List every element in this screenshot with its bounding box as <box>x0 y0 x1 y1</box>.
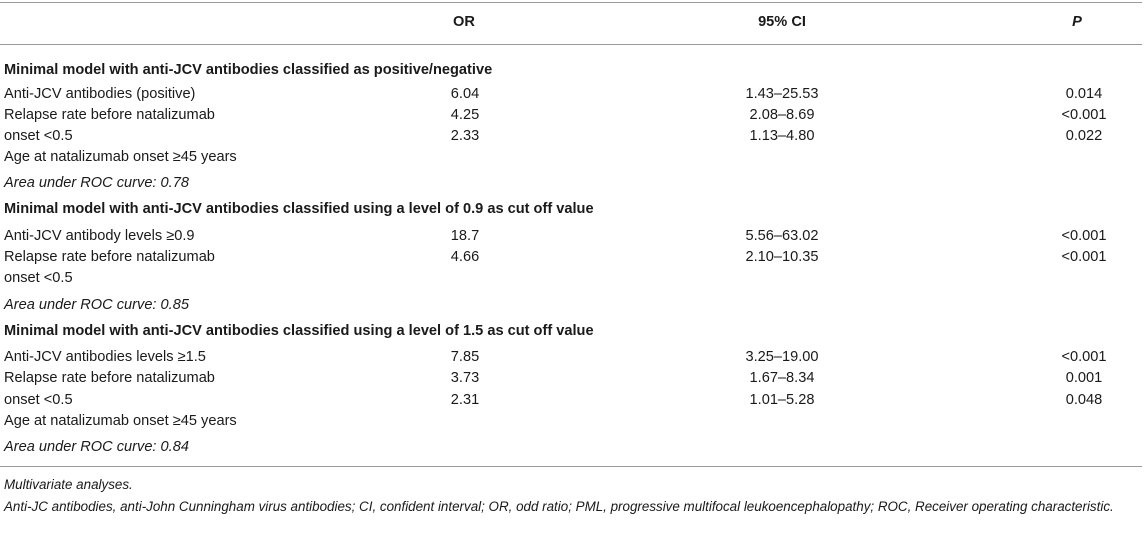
header-rule <box>0 44 1142 45</box>
row-label: Age at natalizumab onset ≥45 years <box>4 149 237 165</box>
footnote-abbreviations: Anti-JC antibodies, anti-John Cunningham… <box>4 499 1114 514</box>
row-or: 2.31 <box>450 392 480 408</box>
row-label: Relapse rate before natalizumab <box>4 107 215 123</box>
section-title: Minimal model with anti-JCV antibodies c… <box>4 201 594 217</box>
row-or: 4.25 <box>450 107 480 123</box>
row-p: 0.048 <box>1065 392 1103 408</box>
row-p: 0.001 <box>1065 370 1103 386</box>
row-label: onset <0.5 <box>4 392 73 408</box>
header-or: OR <box>453 14 475 30</box>
row-ci: 1.43–25.53 <box>745 86 819 102</box>
row-ci: 3.25–19.00 <box>745 349 819 365</box>
table-top-rule <box>0 2 1142 3</box>
row-label: onset <0.5 <box>4 270 73 286</box>
row-ci: 1.01–5.28 <box>749 392 815 408</box>
section-title: Minimal model with anti-JCV antibodies c… <box>4 62 493 78</box>
row-p: <0.001 <box>1061 249 1107 265</box>
row-ci: 1.13–4.80 <box>749 128 815 144</box>
row-or: 4.66 <box>450 249 480 265</box>
row-label: Relapse rate before natalizumab <box>4 370 215 386</box>
row-label: Anti-JCV antibodies (positive) <box>4 86 196 102</box>
row-label: Age at natalizumab onset ≥45 years <box>4 413 237 429</box>
row-label: Anti-JCV antibody levels ≥0.9 <box>4 228 195 244</box>
row-or: 6.04 <box>450 86 480 102</box>
row-or: 7.85 <box>450 349 480 365</box>
footnote-analysis: Multivariate analyses. <box>4 477 133 492</box>
auc-note: Area under ROC curve: 0.85 <box>4 297 189 313</box>
auc-note: Area under ROC curve: 0.84 <box>4 439 189 455</box>
header-ci: 95% CI <box>758 14 806 30</box>
auc-note: Area under ROC curve: 0.78 <box>4 175 189 191</box>
row-ci: 1.67–8.34 <box>749 370 815 386</box>
row-or: 2.33 <box>450 128 480 144</box>
table-bottom-rule <box>0 466 1142 467</box>
row-p: <0.001 <box>1061 228 1107 244</box>
header-p: P <box>1072 14 1082 30</box>
row-p: <0.001 <box>1061 107 1107 123</box>
row-p: <0.001 <box>1061 349 1107 365</box>
row-p: 0.014 <box>1065 86 1103 102</box>
row-or: 3.73 <box>450 370 480 386</box>
row-or: 18.7 <box>450 228 480 244</box>
row-ci: 5.56–63.02 <box>745 228 819 244</box>
row-label: Anti-JCV antibodies levels ≥1.5 <box>4 349 206 365</box>
row-p: 0.022 <box>1065 128 1103 144</box>
row-ci: 2.10–10.35 <box>745 249 819 265</box>
row-ci: 2.08–8.69 <box>749 107 815 123</box>
row-label: onset <0.5 <box>4 128 73 144</box>
row-label: Relapse rate before natalizumab <box>4 249 215 265</box>
section-title: Minimal model with anti-JCV antibodies c… <box>4 323 594 339</box>
